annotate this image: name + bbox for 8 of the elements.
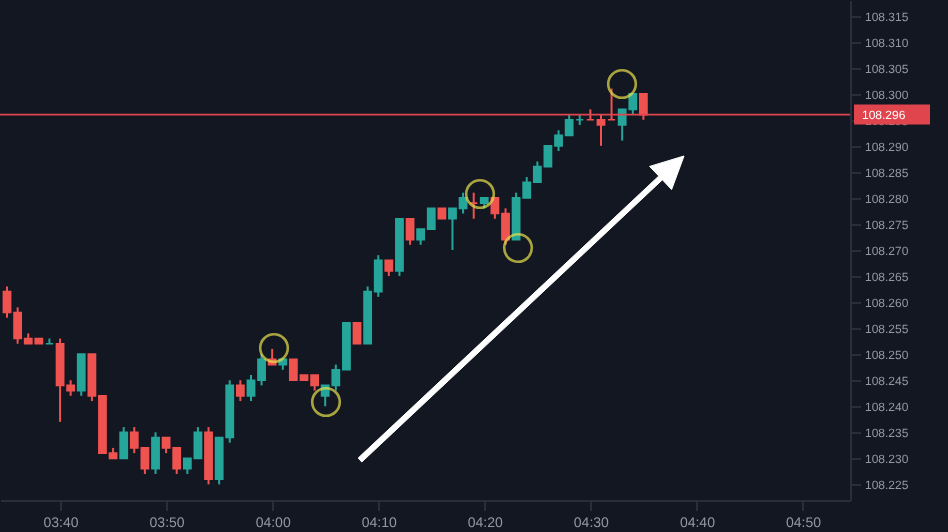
candlestick xyxy=(352,322,362,345)
candlestick xyxy=(119,426,129,460)
candlestick xyxy=(204,426,213,486)
candlestick xyxy=(151,431,160,475)
candlestick xyxy=(638,92,648,121)
candlestick xyxy=(76,353,86,397)
candlestick xyxy=(405,217,415,246)
candlestick xyxy=(235,379,245,403)
